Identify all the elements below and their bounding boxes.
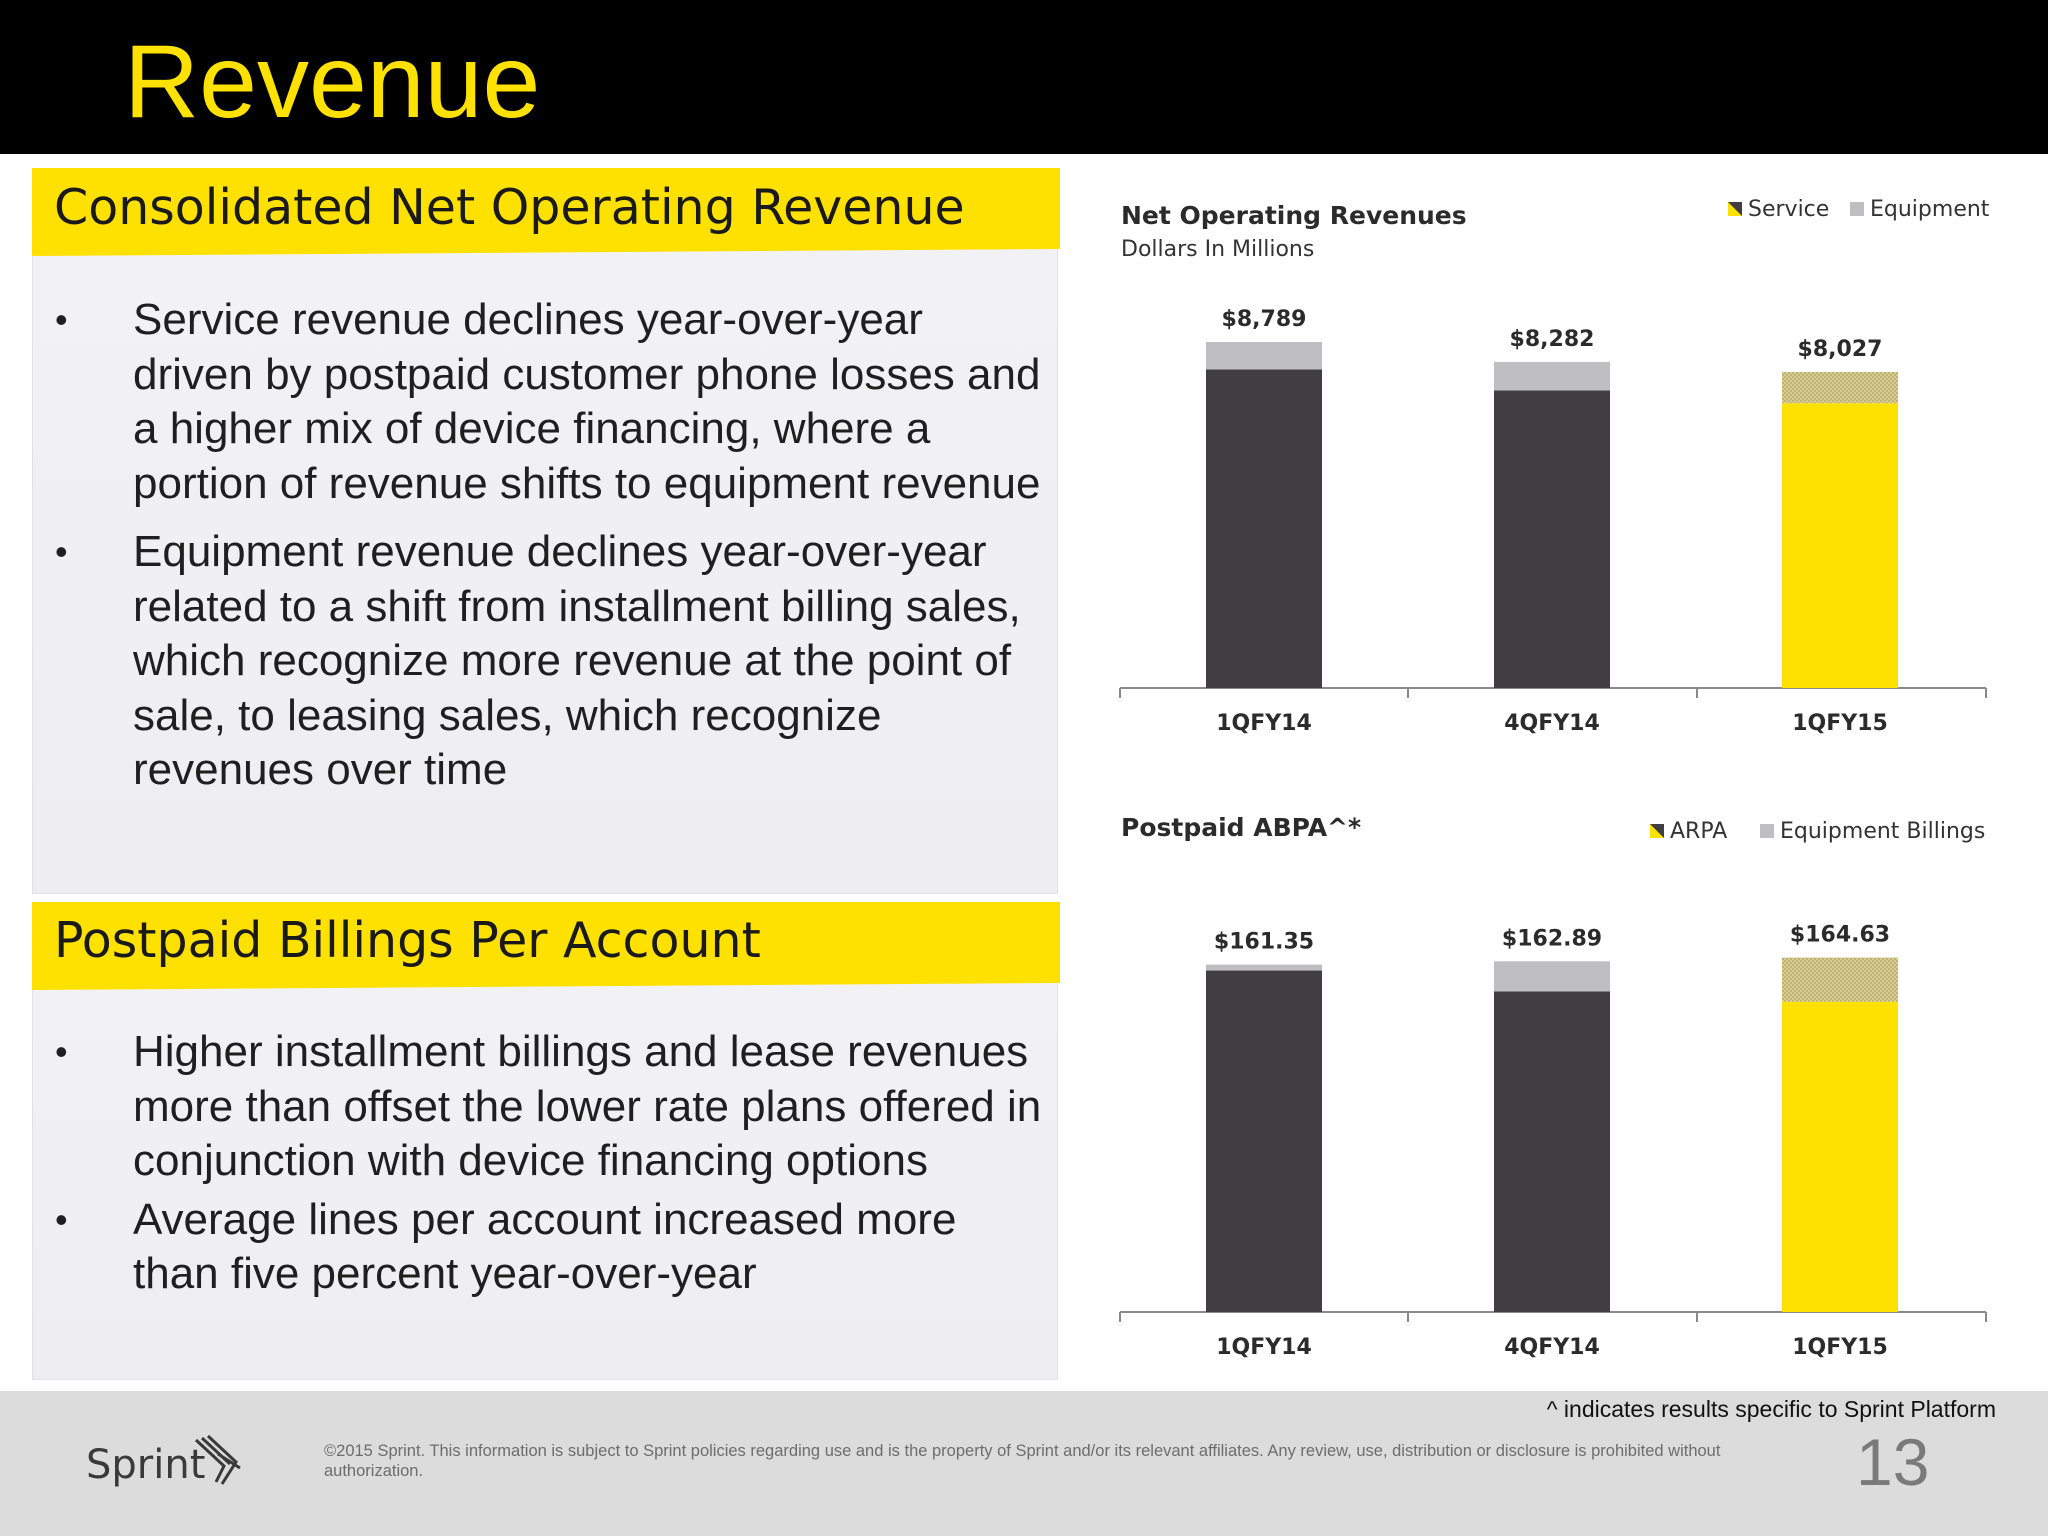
legend-label: ARPA	[1670, 819, 1727, 844]
postpaid-abpa-chart: Postpaid ABPA^* ARPA Equipment Billings $16…	[1119, 813, 1987, 1360]
bar-equipment-billings	[1494, 961, 1610, 992]
bar-equipment-billings	[1206, 964, 1322, 971]
legend-label: Equipment Billings	[1780, 819, 1985, 844]
footer	[0, 1391, 2048, 1536]
legend-swatch-equipment-billings	[1760, 824, 1774, 838]
bar-equipment	[1782, 371, 1898, 404]
chart-title: Net Operating Revenues	[1121, 201, 1467, 230]
bar-total-label: $8,789	[1222, 307, 1307, 332]
x-tick-label: 1QFY15	[1792, 711, 1888, 736]
legend-label: Equipment	[1870, 197, 1990, 222]
billings-per-account-panel: Higher installment billings and lease re…	[32, 978, 1058, 1380]
x-tick-label: 1QFY14	[1216, 711, 1312, 736]
copyright-notice: ©2015 Sprint. This information is subjec…	[324, 1442, 1721, 1480]
bar-total-label: $8,027	[1798, 337, 1883, 362]
page-title: Revenue	[124, 24, 541, 140]
x-tick-label: 1QFY14	[1216, 1335, 1312, 1360]
bullet-list: Higher installment billings and lease re…	[33, 1025, 1043, 1306]
chart-title: Postpaid ABPA^*	[1121, 813, 1361, 842]
bullet-item: Higher installment billings and lease re…	[33, 1025, 1043, 1189]
bullet-item: Average lines per account increased more…	[33, 1193, 1043, 1302]
title-bar	[0, 0, 2048, 154]
bar-service	[1782, 403, 1898, 688]
bullet-item: Equipment revenue declines year-over-yea…	[33, 525, 1043, 798]
bar-total-label: $8,282	[1510, 327, 1595, 352]
bar-arpa	[1206, 970, 1322, 1312]
x-tick-label: 4QFY14	[1504, 711, 1600, 736]
bar-service	[1206, 369, 1322, 688]
panel-heading-consolidated: Consolidated Net Operating Revenue	[32, 168, 1060, 256]
chart-subtitle: Dollars In Millions	[1121, 237, 1314, 262]
legend-label: Service	[1748, 197, 1829, 222]
x-tick-label: 4QFY14	[1504, 1335, 1600, 1360]
bar-service	[1494, 390, 1610, 688]
bar-arpa	[1494, 991, 1610, 1312]
bar-total-label: $162.89	[1502, 926, 1602, 951]
net-operating-revenues-chart: Net Operating Revenues Dollars In Million…	[1119, 197, 1990, 736]
sprint-logo: Sprint	[86, 1434, 241, 1488]
bar-total-label: $164.63	[1790, 923, 1890, 948]
panel-heading-billings: Postpaid Billings Per Account	[32, 902, 1060, 990]
bullet-item: Service revenue declines year-over-year …	[33, 293, 1043, 511]
footnote: ^ indicates results specific to Sprint P…	[1546, 1396, 1996, 1422]
bar-equipment	[1206, 341, 1322, 370]
legend-swatch-accent	[1650, 824, 1664, 838]
bar-total-label: $161.35	[1214, 930, 1314, 955]
x-tick-label: 1QFY15	[1792, 1335, 1888, 1360]
bullet-list: Service revenue declines year-over-year …	[33, 293, 1043, 812]
bar-arpa	[1782, 1001, 1898, 1312]
page-number: 13	[1856, 1425, 1930, 1499]
bar-equipment	[1494, 361, 1610, 391]
consolidated-revenue-panel: Service revenue declines year-over-year …	[32, 244, 1058, 894]
legend-swatch-accent	[1728, 202, 1742, 216]
legend-swatch-equipment	[1850, 202, 1864, 216]
logo-wordmark: Sprint	[86, 1442, 205, 1488]
bar-equipment-billings	[1782, 957, 1898, 1002]
